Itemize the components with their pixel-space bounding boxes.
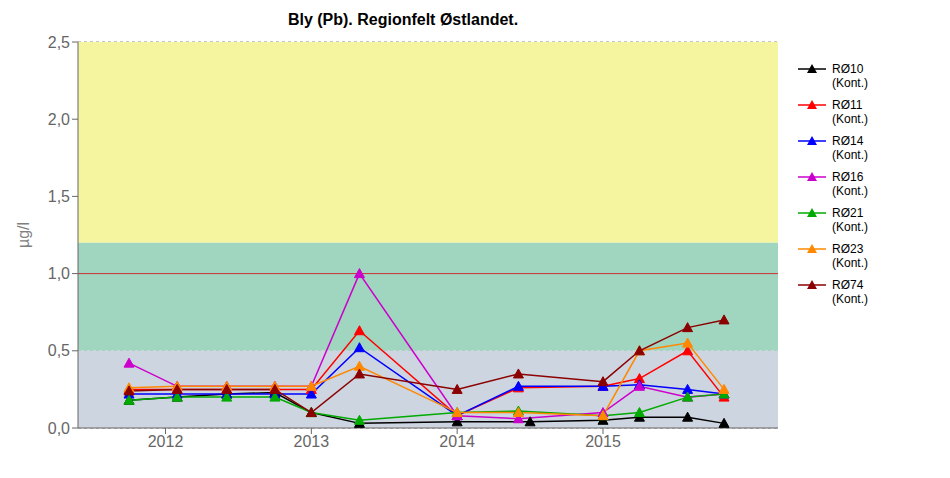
html-text:Bly (Pb). Regionfelt Østlandet: Bly (Pb). Regionfelt Østlandet. — [287, 11, 519, 28]
svg-text:2015: 2015 — [585, 433, 621, 450]
svg-text:2014: 2014 — [439, 433, 475, 450]
html-text:RØ74: RØ74 — [832, 278, 864, 292]
svg-text:0,0: 0,0 — [48, 420, 70, 437]
svg-text:0,5: 0,5 — [48, 342, 70, 359]
html-text:(Kont.): (Kont.) — [832, 148, 868, 162]
html-text:RØ10: RØ10 — [832, 62, 864, 76]
svg-text:2013: 2013 — [294, 433, 330, 450]
svg-text:2012: 2012 — [148, 433, 184, 450]
html-text:(Kont.): (Kont.) — [832, 184, 868, 198]
html-text:RØ21: RØ21 — [832, 206, 864, 220]
html-text:RØ11: RØ11 — [832, 98, 863, 112]
svg-text:2,5: 2,5 — [48, 34, 70, 51]
svg-text:2,0: 2,0 — [48, 111, 70, 128]
svg-text:1,0: 1,0 — [48, 265, 70, 282]
svg-text:µg/l: µg/l — [15, 222, 32, 248]
html-text:(Kont.): (Kont.) — [832, 76, 868, 90]
html-text:RØ16: RØ16 — [832, 170, 864, 184]
html-text:RØ14: RØ14 — [832, 134, 864, 148]
html-text:(Kont.): (Kont.) — [832, 220, 868, 234]
html-text:(Kont.): (Kont.) — [832, 292, 868, 306]
html-text:(Kont.): (Kont.) — [832, 256, 868, 270]
html-text:(Kont.): (Kont.) — [832, 112, 868, 126]
svg-text:1,5: 1,5 — [48, 188, 70, 205]
html-text:RØ23: RØ23 — [832, 242, 864, 256]
